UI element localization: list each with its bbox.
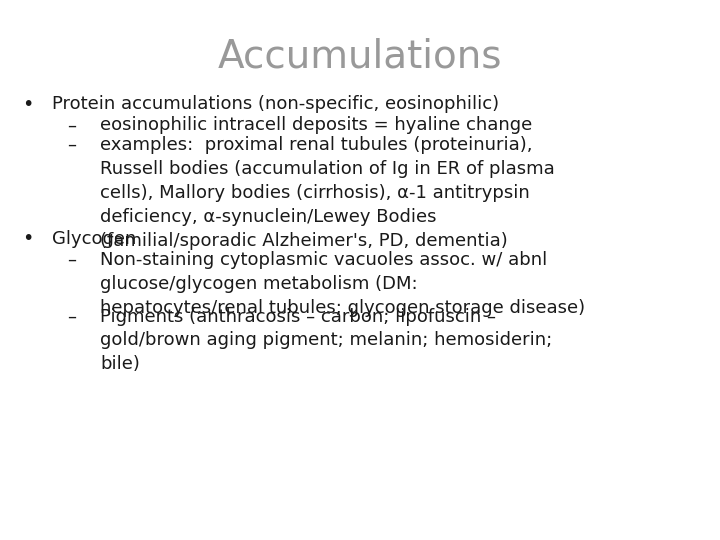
Text: –: –: [68, 136, 76, 154]
Text: •: •: [22, 230, 34, 248]
Text: eosinophilic intracell deposits = hyaline change: eosinophilic intracell deposits = hyalin…: [100, 117, 532, 134]
Text: Non-staining cytoplasmic vacuoles assoc. w/ abnl
glucose/glycogen metabolism (DM: Non-staining cytoplasmic vacuoles assoc.…: [100, 251, 585, 317]
Text: Glycogen: Glycogen: [52, 230, 136, 247]
Text: examples:  proximal renal tubules (proteinuria),
Russell bodies (accumulation of: examples: proximal renal tubules (protei…: [100, 136, 554, 249]
Text: –: –: [68, 117, 76, 134]
Text: Accumulations: Accumulations: [217, 38, 503, 76]
Text: –: –: [68, 307, 76, 326]
Text: Pigments (anthracosis – carbon; lipofuscin –
gold/brown aging pigment; melanin; : Pigments (anthracosis – carbon; lipofusc…: [100, 307, 552, 373]
Text: –: –: [68, 251, 76, 269]
Text: Protein accumulations (non-specific, eosinophilic): Protein accumulations (non-specific, eos…: [52, 95, 499, 113]
Text: •: •: [22, 95, 34, 114]
